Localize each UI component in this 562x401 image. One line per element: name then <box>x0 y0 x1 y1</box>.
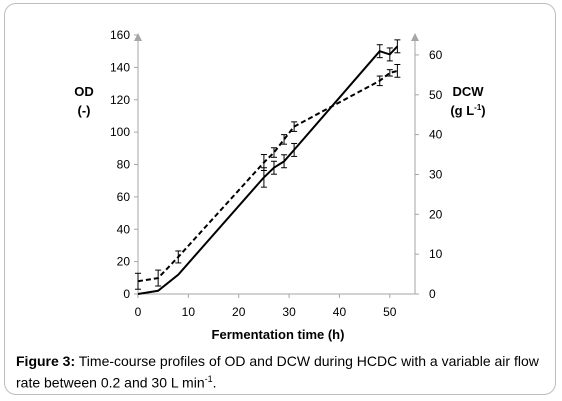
y2-axis-label: DCW <box>452 84 484 99</box>
axes <box>134 33 419 298</box>
error-bar <box>260 154 267 171</box>
y-tick-label: 40 <box>117 222 131 236</box>
error-bar <box>281 134 288 145</box>
caption-text-end: . <box>212 374 217 391</box>
caption-sup: -1 <box>204 374 213 384</box>
series-layer <box>135 39 401 295</box>
y-tick-label: 80 <box>117 158 131 172</box>
error-bar <box>135 272 141 290</box>
x-tick-label: 20 <box>232 305 246 319</box>
error-bar <box>291 121 298 132</box>
y2-tick-label: 10 <box>429 247 443 261</box>
caption-text: Time-course profiles of OD and DCW durin… <box>16 353 539 391</box>
y-tick-label: 20 <box>117 255 131 269</box>
error-bar <box>281 154 288 169</box>
y2-axis-unit: (g L-1) <box>450 103 485 118</box>
error-bar <box>394 63 401 78</box>
y2-tick-label: 40 <box>429 128 443 142</box>
y2-axis-unit-pre: (g L <box>450 103 474 118</box>
y2-tick-label: 60 <box>429 48 443 62</box>
error-bar <box>394 39 401 54</box>
x-tick-label: 30 <box>282 305 296 319</box>
error-bar <box>386 69 393 77</box>
error-bar <box>376 44 383 59</box>
error-bar <box>155 269 162 287</box>
x-tick-label: 40 <box>333 305 347 319</box>
y2-axis-arrow <box>411 33 419 41</box>
y-tick-label: 140 <box>110 60 130 74</box>
figure-caption: Figure 3: Time-course profiles of OD and… <box>16 352 551 392</box>
y2-tick-label: 50 <box>429 88 443 102</box>
y-axis-label: OD <box>74 84 94 99</box>
y-axis-unit: (-) <box>78 103 91 118</box>
y-tick-label: 160 <box>110 28 130 42</box>
od-series-line <box>137 45 399 295</box>
error-bar <box>386 47 393 62</box>
y2-tick-label: 0 <box>429 287 436 301</box>
y-tick-label: 100 <box>110 125 130 139</box>
x-axis-label: Fermentation time (h) <box>212 327 345 342</box>
error-bar <box>175 250 182 264</box>
x-tick-label: 0 <box>135 305 142 319</box>
x-tick-label: 10 <box>182 305 196 319</box>
y-tick-label: 120 <box>110 93 130 107</box>
tick-labels: 0 20 40 60 80 100 120 140 160 0 10 20 30 40 50 60 0 10 20 3… <box>110 28 443 319</box>
caption-label: Figure 3: <box>16 353 76 369</box>
dcw-series-line <box>137 69 398 283</box>
error-bar <box>270 147 277 158</box>
y2-axis-unit-post: ) <box>481 103 485 118</box>
y-tick-label: 0 <box>123 287 130 301</box>
y2-tick-label: 20 <box>429 207 443 221</box>
y-axis-arrow <box>134 33 142 41</box>
y-tick-label: 60 <box>117 190 131 204</box>
error-bar <box>291 142 298 157</box>
figure-frame <box>4 3 556 395</box>
error-bar <box>376 75 383 87</box>
y2-tick-label: 30 <box>429 167 443 181</box>
error-bar <box>270 160 277 175</box>
y2-axis-unit-sup: -1 <box>474 103 482 112</box>
x-tick-label: 50 <box>383 305 397 319</box>
